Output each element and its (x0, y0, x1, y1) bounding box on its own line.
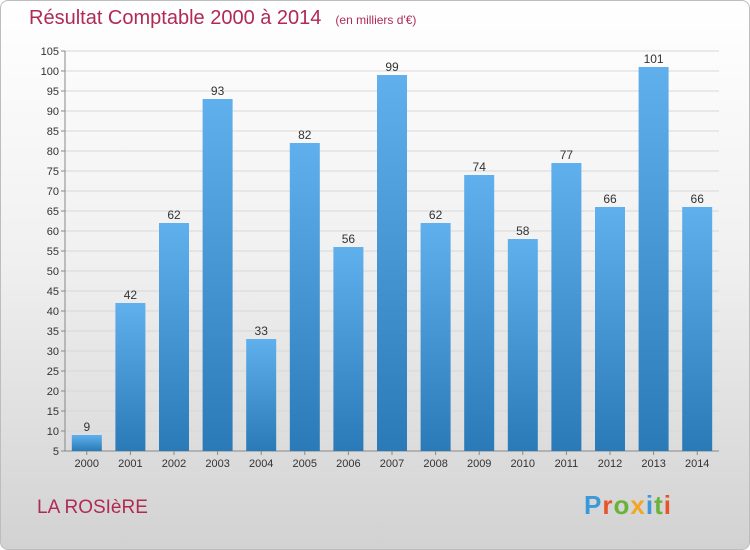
x-tick-label: 2012 (598, 458, 622, 470)
x-tick-label: 2000 (75, 458, 99, 470)
y-tick-label: 90 (47, 106, 59, 118)
data-label: 33 (255, 324, 269, 338)
x-tick-label: 2003 (205, 458, 229, 470)
y-tick-label: 95 (47, 86, 59, 98)
x-tick-label: 2001 (118, 458, 142, 470)
x-tick-label: 2008 (423, 458, 447, 470)
x-tick-label: 2007 (380, 458, 404, 470)
y-tick-label: 65 (47, 206, 59, 218)
y-tick-label: 75 (47, 166, 59, 178)
y-tick-label: 105 (41, 46, 59, 58)
data-label: 58 (516, 224, 530, 238)
data-label: 66 (603, 192, 617, 206)
y-tick-label: 55 (47, 246, 59, 258)
proxiti-logo: Proxiti (584, 490, 672, 521)
y-tick-label: 25 (47, 366, 59, 378)
bar (159, 223, 189, 451)
logo-letter: i (645, 490, 655, 520)
data-label: 77 (560, 148, 574, 162)
logo-letter: P (584, 490, 603, 520)
bar (507, 239, 538, 451)
y-tick-label: 20 (47, 386, 59, 398)
logo-letter: x (630, 490, 646, 520)
data-label: 74 (473, 160, 487, 174)
x-tick-label: 2011 (555, 458, 579, 470)
chart-title-row: Résultat Comptable 2000 à 2014 (en milli… (29, 7, 416, 30)
x-tick-label: 2014 (685, 458, 709, 470)
data-label: 99 (385, 60, 399, 74)
x-tick-label: 2002 (162, 458, 186, 470)
chart-unit: (en milliers d'€) (335, 13, 417, 27)
y-tick-label: 30 (47, 346, 59, 358)
y-tick-label: 100 (41, 66, 59, 78)
bar (638, 67, 669, 451)
bar (377, 75, 407, 451)
bar (246, 339, 277, 451)
data-label: 66 (691, 192, 705, 206)
y-tick-label: 10 (47, 426, 59, 438)
y-tick-label: 80 (47, 146, 59, 158)
bar (333, 247, 364, 451)
data-label: 56 (342, 232, 356, 246)
y-tick-label: 85 (47, 126, 59, 138)
data-label: 62 (167, 208, 181, 222)
data-label: 62 (429, 208, 443, 222)
y-tick-label: 70 (47, 186, 59, 198)
data-label: 82 (298, 128, 312, 142)
y-tick-label: 50 (47, 266, 59, 278)
logo-letter: o (613, 490, 631, 520)
bar (420, 223, 451, 451)
y-tick-label: 60 (47, 226, 59, 238)
x-tick-label: 2009 (467, 458, 491, 470)
bar (682, 207, 713, 451)
logo-letter: r (602, 490, 614, 520)
data-label: 93 (211, 84, 225, 98)
bar (202, 99, 233, 451)
logo-letter: t (654, 490, 664, 520)
bar (595, 207, 625, 451)
bar (71, 435, 102, 451)
bar (289, 143, 320, 451)
place-name: LA ROSIèRE (37, 497, 148, 518)
bar (551, 163, 582, 451)
data-label: 101 (644, 52, 664, 66)
data-label: 42 (124, 288, 138, 302)
logo-letter: i (663, 490, 672, 520)
chart-title: Résultat Comptable 2000 à 2014 (29, 7, 322, 29)
data-label: 9 (83, 420, 90, 434)
bar (464, 175, 495, 451)
y-tick-label: 45 (47, 286, 59, 298)
x-tick-label: 2006 (336, 458, 360, 470)
y-tick-label: 15 (47, 406, 59, 418)
x-tick-label: 2013 (641, 458, 665, 470)
x-tick-label: 2004 (249, 458, 273, 470)
x-tick-label: 2005 (293, 458, 317, 470)
y-tick-label: 35 (47, 326, 59, 338)
bar (115, 303, 146, 451)
x-tick-label: 2010 (511, 458, 535, 470)
y-tick-label: 5 (53, 446, 59, 458)
y-tick-label: 40 (47, 306, 59, 318)
